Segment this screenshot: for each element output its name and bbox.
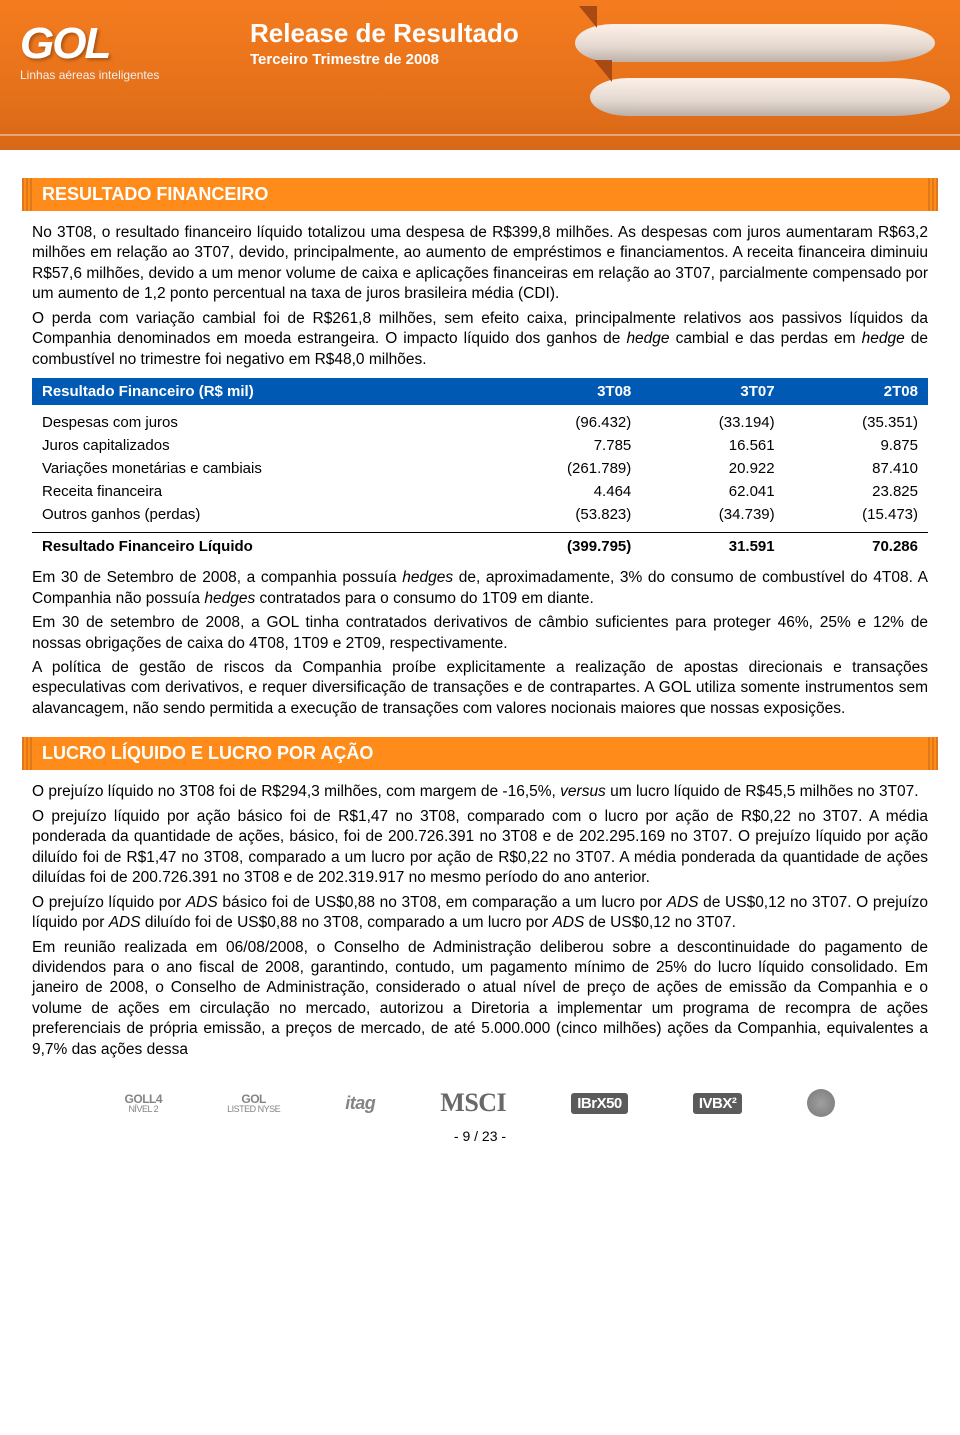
table-cell: Juros capitalizados — [32, 434, 498, 457]
text-span: de US$0,12 no 3T07. — [584, 914, 736, 931]
table-header-row: Resultado Financeiro (R$ mil) 3T08 3T07 … — [32, 378, 928, 405]
logo-ibrx50: IBrX50 — [571, 1093, 628, 1114]
text-span: contratados para o consumo do 1T09 em di… — [255, 590, 594, 607]
header-title-block: Release de Resultado Terceiro Trimestre … — [240, 0, 519, 68]
table-cell: (53.823) — [498, 503, 641, 526]
table-cell-total: 70.286 — [785, 533, 928, 559]
page-footer: GOLL4 NÍVEL 2 GOL LISTED NYSE itag MSCI … — [32, 1084, 928, 1144]
paragraph-lucro-2: O prejuízo líquido por ação básico foi d… — [32, 807, 928, 889]
table-cell: (35.351) — [785, 411, 928, 434]
airplane-illustration-1 — [575, 24, 935, 62]
italic-hedges: hedges — [402, 569, 453, 586]
logo-text: GOL — [20, 22, 240, 66]
logo-sub: LISTED NYSE — [227, 1105, 280, 1114]
logo-area: GOL Linhas aéreas inteligentes — [0, 0, 240, 82]
table-cell: 16.561 — [641, 434, 784, 457]
logo-igc-icon — [807, 1089, 835, 1117]
logo-ivbx2: IVBX² — [693, 1093, 743, 1114]
text-span: O prejuízo líquido no 3T08 foi de R$294,… — [32, 783, 560, 800]
logo-goll4: GOLL4 NÍVEL 2 — [125, 1093, 163, 1114]
logo-itag: itag — [345, 1093, 375, 1114]
paragraph-financeiro-2: O perda com variação cambial foi de R$26… — [32, 309, 928, 370]
text-span: básico foi de US$0,88 no 3T08, em compar… — [218, 894, 667, 911]
paragraph-derivativos: Em 30 de setembro de 2008, a GOL tinha c… — [32, 613, 928, 654]
table-cell: 62.041 — [641, 480, 784, 503]
table-cell: Variações monetárias e cambiais — [32, 457, 498, 480]
italic-hedges: hedges — [204, 590, 255, 607]
table-header-3t07: 3T07 — [641, 378, 784, 405]
table-row: Despesas com juros (96.432) (33.194) (35… — [32, 411, 928, 434]
table-header-3t08: 3T08 — [498, 378, 641, 405]
section-heading-resultado-financeiro: RESULTADO FINANCEIRO — [32, 178, 928, 211]
table-cell: (33.194) — [641, 411, 784, 434]
resultado-financeiro-table: Resultado Financeiro (R$ mil) 3T08 3T07 … — [32, 378, 928, 558]
table-header-2t08: 2T08 — [785, 378, 928, 405]
table-cell: 23.825 — [785, 480, 928, 503]
table-row: Juros capitalizados 7.785 16.561 9.875 — [32, 434, 928, 457]
table-cell: 9.875 — [785, 434, 928, 457]
doc-title: Release de Resultado — [250, 18, 519, 49]
logo-gol-nyse: GOL LISTED NYSE — [227, 1093, 280, 1114]
footer-logos-row: GOLL4 NÍVEL 2 GOL LISTED NYSE itag MSCI … — [32, 1084, 928, 1122]
text-span: um lucro líquido de R$45,5 milhões no 3T… — [606, 783, 919, 800]
table-cell: 87.410 — [785, 457, 928, 480]
italic-versus: versus — [560, 783, 606, 800]
paragraph-politica-riscos: A política de gestão de riscos da Compan… — [32, 658, 928, 719]
table-cell: (261.789) — [498, 457, 641, 480]
table-cell-total: (399.795) — [498, 533, 641, 559]
header-banner: GOL Linhas aéreas inteligentes Release d… — [0, 0, 960, 150]
table-row: Receita financeira 4.464 62.041 23.825 — [32, 480, 928, 503]
table-cell: Receita financeira — [32, 480, 498, 503]
logo-tagline: Linhas aéreas inteligentes — [20, 68, 240, 82]
section-heading-lucro-liquido: LUCRO LÍQUIDO E LUCRO POR AÇÃO — [32, 737, 928, 770]
table-cell: Outros ganhos (perdas) — [32, 503, 498, 526]
logo-sub: NÍVEL 2 — [125, 1105, 163, 1114]
table-cell-total-label: Resultado Financeiro Líquido — [32, 533, 498, 559]
logo-msci: MSCI — [440, 1088, 506, 1118]
table-cell: (96.432) — [498, 411, 641, 434]
table-row: Variações monetárias e cambiais (261.789… — [32, 457, 928, 480]
italic-hedge: hedge — [862, 330, 905, 347]
text-span: diluído foi de US$0,88 no 3T08, comparad… — [141, 914, 553, 931]
page-content: RESULTADO FINANCEIRO No 3T08, o resultad… — [0, 150, 960, 1154]
italic-ads: ADS — [109, 914, 141, 931]
doc-subtitle: Terceiro Trimestre de 2008 — [250, 51, 519, 68]
italic-ads: ADS — [186, 894, 218, 911]
paragraph-hedges: Em 30 de Setembro de 2008, a companhia p… — [32, 568, 928, 609]
paragraph-lucro-1: O prejuízo líquido no 3T08 foi de R$294,… — [32, 782, 928, 802]
table-total-row: Resultado Financeiro Líquido (399.795) 3… — [32, 533, 928, 559]
text-span: O prejuízo líquido por — [32, 894, 186, 911]
table-cell: Despesas com juros — [32, 411, 498, 434]
paragraph-lucro-3: O prejuízo líquido por ADS básico foi de… — [32, 893, 928, 934]
table-cell: (15.473) — [785, 503, 928, 526]
table-cell: (34.739) — [641, 503, 784, 526]
text-span: cambial e das perdas em — [670, 330, 862, 347]
paragraph-financeiro-1: No 3T08, o resultado financeiro líquido … — [32, 223, 928, 305]
table-cell: 4.464 — [498, 480, 641, 503]
header-divider — [0, 134, 960, 136]
table-cell-total: 31.591 — [641, 533, 784, 559]
table-row: Outros ganhos (perdas) (53.823) (34.739)… — [32, 503, 928, 526]
italic-hedge: hedge — [626, 330, 669, 347]
table-header-label: Resultado Financeiro (R$ mil) — [32, 378, 498, 405]
italic-ads: ADS — [667, 894, 699, 911]
table-cell: 7.785 — [498, 434, 641, 457]
table-cell: 20.922 — [641, 457, 784, 480]
italic-ads: ADS — [552, 914, 584, 931]
paragraph-lucro-4: Em reunião realizada em 06/08/2008, o Co… — [32, 938, 928, 1061]
airplane-illustration-2 — [590, 78, 950, 116]
text-span: Em 30 de Setembro de 2008, a companhia p… — [32, 569, 402, 586]
page-number: - 9 / 23 - — [32, 1128, 928, 1144]
